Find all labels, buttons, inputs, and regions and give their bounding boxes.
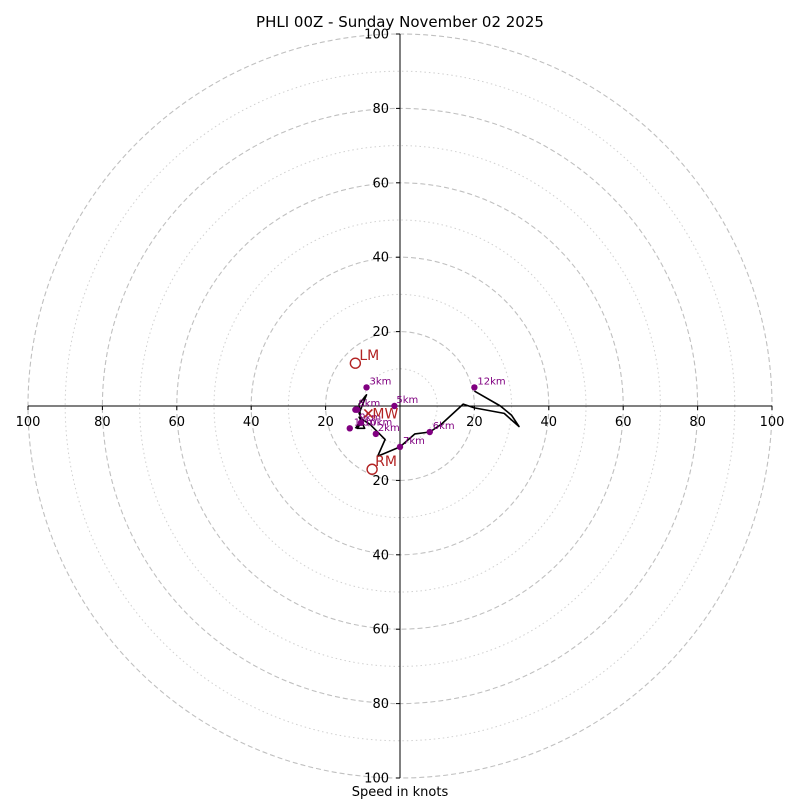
height-label-10km: 10km [364, 418, 392, 429]
x-tick-label: 40 [243, 415, 260, 430]
height-label-5km: 5km [396, 395, 418, 406]
left-mover-label: LM [359, 348, 379, 364]
height-marker-2km [372, 430, 380, 438]
right-mover-marker [366, 463, 378, 475]
x-tick-label: 20 [317, 415, 334, 430]
y-tick-label: 60 [372, 176, 389, 191]
x-tick-label: 60 [169, 415, 186, 430]
height-label-9km: 9km [359, 413, 381, 424]
left-mover-marker [349, 357, 362, 369]
y-tick-label: 40 [372, 251, 389, 266]
y-tick-label: 20 [372, 325, 389, 340]
height-label-3km: 3km [370, 376, 392, 387]
height-label-8km: 8km [358, 399, 380, 410]
height-marker-1km [346, 425, 353, 432]
y-tick-label: 80 [372, 102, 389, 117]
wind-trace [354, 390, 520, 458]
x-axis-label: Speed in knots [352, 785, 449, 800]
mean-wind-label: MW [372, 406, 398, 422]
height-label-12km: 12km [477, 376, 505, 387]
x-tick-label: 20 [466, 415, 483, 430]
y-tick-label: 40 [372, 548, 389, 563]
mean-wind-marker [363, 408, 373, 419]
height-label-7km: 7km [403, 436, 425, 447]
x-tick-label: 60 [615, 415, 632, 430]
storm-motion: MW LM RM [349, 348, 398, 475]
x-tick-label: 40 [541, 415, 558, 430]
y-tick-label: 80 [372, 697, 389, 712]
height-marker-5km [391, 402, 398, 410]
y-tick-label: 20 [372, 474, 389, 489]
y-tick-label: 100 [364, 772, 389, 787]
tick-labels: 100 80 60 40 20 20 40 60 80 100 100 80 60 40 20 20 40 60 8… [16, 28, 785, 787]
right-mover-label: RM [375, 454, 397, 470]
x-tick-label: 80 [689, 415, 706, 430]
height-marker-12km [471, 384, 478, 391]
height-marker-3km [363, 384, 370, 391]
x-tick-label: 100 [16, 415, 41, 430]
height-marker-7km [396, 443, 404, 451]
height-label-6km: 6km [433, 421, 455, 432]
y-tick-label: 100 [364, 28, 389, 43]
x-tick-label: 80 [94, 415, 111, 430]
height-marker-6km [426, 428, 433, 436]
axes [28, 34, 772, 778]
hodograph-trace [354, 390, 520, 458]
height-label-1km: 1km [354, 417, 376, 428]
y-tick-label: 60 [372, 623, 389, 638]
height-marker-10km [357, 419, 365, 426]
x-tick-label: 100 [760, 415, 785, 430]
height-label-2km: 2km [378, 423, 400, 434]
height-marker-9km [354, 406, 361, 413]
chart-title: PHLI 00Z - Sunday November 02 2025 [256, 13, 544, 31]
